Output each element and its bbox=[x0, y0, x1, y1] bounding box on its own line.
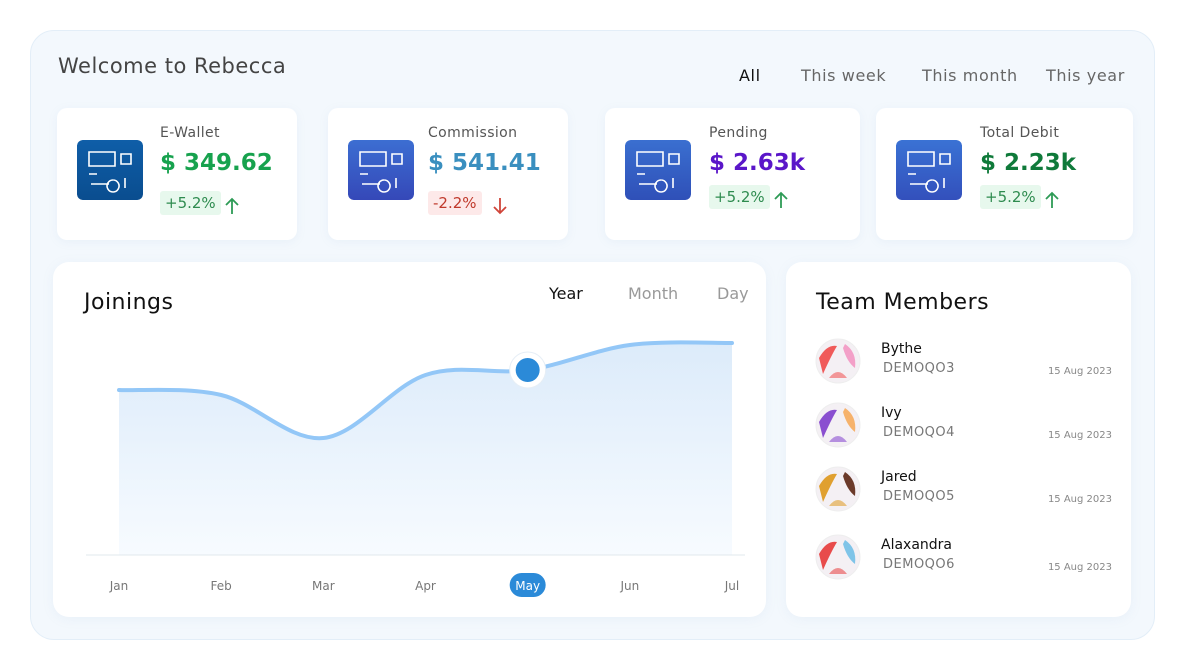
line bbox=[117, 340, 734, 441]
card-label: Pending bbox=[709, 125, 768, 141]
arrow bbox=[493, 198, 507, 215]
avatar bbox=[815, 402, 861, 448]
avatar-art bbox=[819, 409, 837, 438]
avatar-art bbox=[829, 500, 847, 506]
member-date: 15 Aug 2023 bbox=[1047, 430, 1112, 441]
icon-art bbox=[88, 151, 132, 193]
change-badge: -2.2% bbox=[428, 191, 482, 215]
card-icon bbox=[348, 140, 414, 200]
avatar-art bbox=[843, 472, 856, 496]
icon-bg bbox=[625, 140, 691, 200]
chart-title: Joinings bbox=[84, 290, 174, 315]
x-tick-label: Jul bbox=[724, 579, 739, 593]
icon-art bbox=[636, 151, 680, 193]
x-tick-label: Mar bbox=[312, 579, 335, 593]
card-icon bbox=[77, 140, 143, 200]
card-icon bbox=[625, 140, 691, 200]
change-badge: +5.2% bbox=[160, 191, 221, 215]
x-tick-label: May bbox=[515, 579, 540, 593]
icon-art bbox=[907, 151, 951, 193]
stat-card: Total Debit $ 2.23k +5.2% bbox=[876, 108, 1133, 240]
avatar bbox=[815, 338, 861, 384]
member-name[interactable]: Bythe bbox=[881, 341, 922, 357]
highlight-point bbox=[515, 358, 540, 382]
member-id: DEMOQO4 bbox=[883, 425, 955, 440]
icon-bg bbox=[896, 140, 962, 200]
avatar-art bbox=[829, 568, 847, 574]
stat-card: Commission $ 541.41 -2.2% bbox=[328, 108, 568, 240]
card-label: Commission bbox=[428, 125, 518, 141]
stat-card: Pending $ 2.63k +5.2% bbox=[605, 108, 860, 240]
x-tick-label: Apr bbox=[415, 579, 436, 593]
avatar-art bbox=[843, 540, 856, 564]
avatar-art bbox=[819, 345, 837, 374]
member-date: 15 Aug 2023 bbox=[1047, 366, 1112, 377]
x-tick-label: Jun bbox=[619, 579, 639, 593]
period-tab[interactable]: Year bbox=[549, 284, 583, 303]
arrow bbox=[225, 197, 239, 214]
card-value: $ 349.62 bbox=[160, 150, 273, 176]
area bbox=[119, 342, 732, 555]
period-tab[interactable]: Day bbox=[717, 284, 749, 303]
icon-bg bbox=[348, 140, 414, 200]
member-name[interactable]: Ivy bbox=[881, 405, 902, 421]
x-tick-label: Feb bbox=[211, 579, 232, 593]
page-title: Welcome to Rebecca bbox=[58, 54, 287, 78]
avatar-art bbox=[843, 344, 856, 368]
card-value: $ 2.23k bbox=[980, 150, 1077, 176]
card-label: Total Debit bbox=[980, 125, 1060, 141]
filter-tab[interactable]: This week bbox=[801, 66, 887, 85]
month-highlight bbox=[509, 573, 546, 597]
trend-arrow bbox=[493, 198, 507, 215]
member-id: DEMOQO6 bbox=[883, 557, 955, 572]
card-icon bbox=[896, 140, 962, 200]
stat-card: E-Wallet $ 349.62 +5.2% bbox=[57, 108, 297, 240]
avatar-art bbox=[829, 372, 847, 378]
avatar bbox=[815, 534, 861, 580]
trend-arrow bbox=[225, 197, 239, 214]
avatar-art bbox=[819, 541, 837, 570]
avatar-art bbox=[829, 436, 847, 442]
team-title: Team Members bbox=[816, 290, 990, 315]
card-label: E-Wallet bbox=[160, 125, 220, 141]
member-name[interactable]: Alaxandra bbox=[881, 537, 953, 553]
avatar-art bbox=[843, 408, 856, 432]
trend-arrow bbox=[1045, 191, 1059, 208]
icon-art bbox=[359, 151, 403, 193]
filter-tab[interactable]: This year bbox=[1046, 66, 1125, 85]
card-value: $ 2.63k bbox=[709, 150, 806, 176]
member-id: DEMOQO3 bbox=[883, 361, 955, 376]
filter-tab[interactable]: This month bbox=[922, 66, 1018, 85]
period-tab[interactable]: Month bbox=[628, 284, 679, 303]
trend-arrow bbox=[774, 191, 788, 208]
icon-bg bbox=[77, 140, 143, 200]
arrow bbox=[1045, 191, 1059, 208]
change-badge: +5.2% bbox=[980, 185, 1041, 209]
member-date: 15 Aug 2023 bbox=[1047, 494, 1112, 505]
card-value: $ 541.41 bbox=[428, 150, 541, 176]
arrow bbox=[774, 191, 788, 208]
filter-tab[interactable]: All bbox=[739, 66, 761, 85]
member-id: DEMOQO5 bbox=[883, 489, 955, 504]
change-badge: +5.2% bbox=[709, 185, 770, 209]
member-name[interactable]: Jared bbox=[881, 469, 917, 485]
chart: Jan Feb Mar Apr May Jun Jul bbox=[86, 340, 745, 597]
x-tick-label: Jan bbox=[109, 579, 129, 593]
avatar-art bbox=[819, 473, 837, 502]
avatar bbox=[815, 466, 861, 512]
member-date: 15 Aug 2023 bbox=[1047, 562, 1112, 573]
